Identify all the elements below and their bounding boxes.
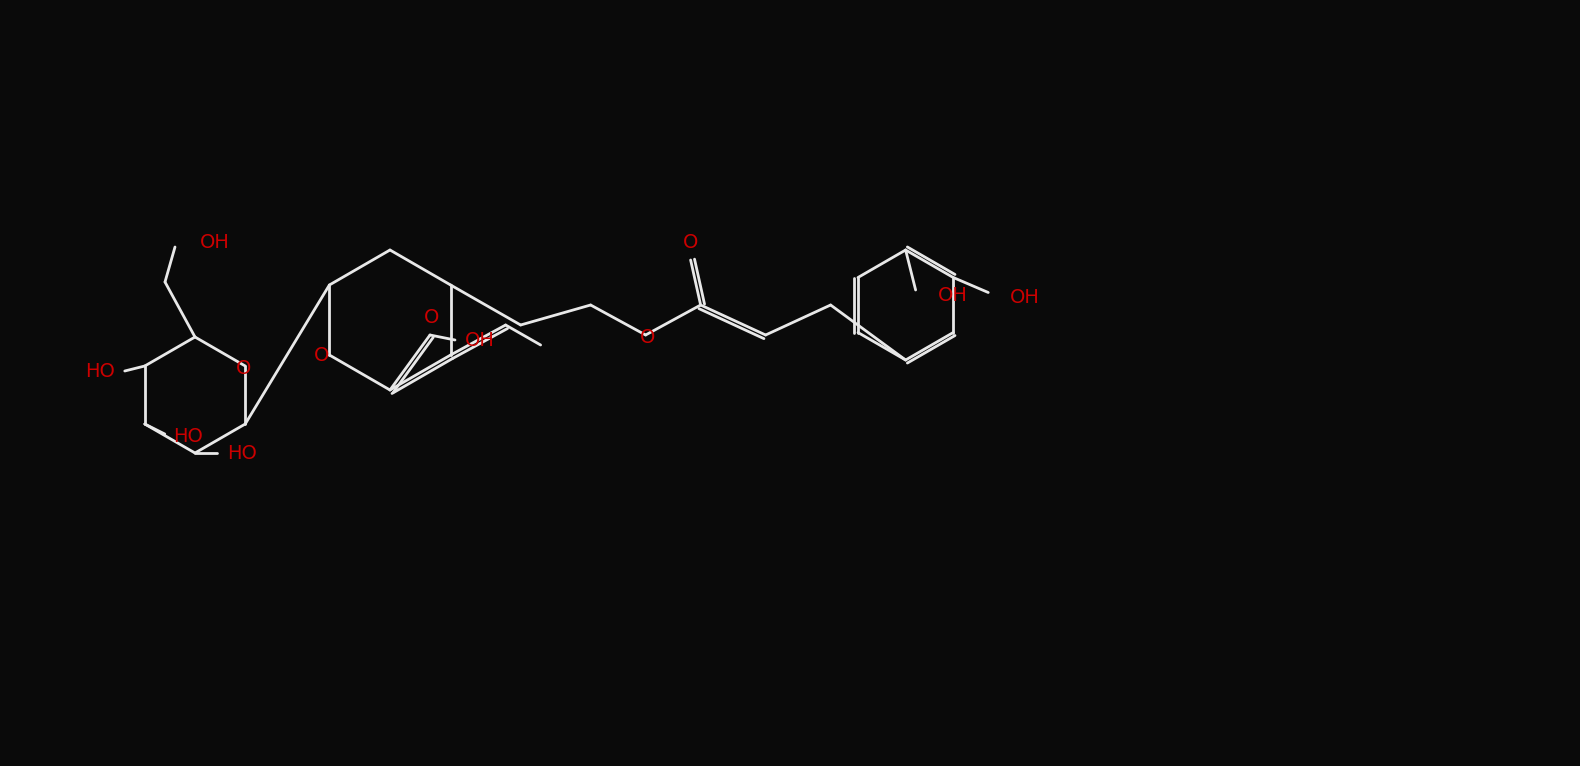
Text: OH: OH xyxy=(465,330,495,349)
Text: O: O xyxy=(640,328,656,346)
Text: OH: OH xyxy=(201,233,229,251)
Text: O: O xyxy=(235,358,251,378)
Text: HO: HO xyxy=(172,427,202,446)
Text: O: O xyxy=(683,233,698,251)
Text: HO: HO xyxy=(228,444,258,463)
Text: OH: OH xyxy=(937,286,967,305)
Text: HO: HO xyxy=(85,362,115,381)
Text: O: O xyxy=(425,307,439,326)
Text: O: O xyxy=(314,345,329,365)
Text: OH: OH xyxy=(1010,288,1040,307)
